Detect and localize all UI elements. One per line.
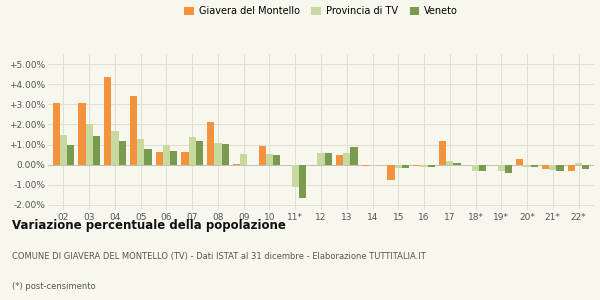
Bar — [523, 165, 530, 167]
Bar — [516, 159, 523, 165]
Bar — [549, 165, 556, 170]
Bar — [145, 148, 152, 165]
Bar — [479, 165, 487, 171]
Bar — [170, 151, 177, 165]
Bar — [79, 103, 86, 165]
Bar — [292, 165, 299, 187]
Text: (*) post-censimento: (*) post-censimento — [12, 282, 95, 291]
Bar — [530, 165, 538, 167]
Bar — [214, 142, 221, 165]
Bar — [119, 141, 126, 165]
Bar — [428, 165, 435, 167]
Text: COMUNE DI GIAVERA DEL MONTELLO (TV) - Dati ISTAT al 31 dicembre - Elaborazione T: COMUNE DI GIAVERA DEL MONTELLO (TV) - Da… — [12, 252, 426, 261]
Bar — [163, 145, 170, 165]
Bar — [362, 165, 369, 166]
Bar — [104, 77, 112, 165]
Bar — [395, 165, 402, 168]
Bar — [207, 122, 214, 165]
Bar — [413, 165, 421, 166]
Bar — [325, 153, 332, 165]
Bar — [336, 154, 343, 165]
Bar — [240, 154, 247, 165]
Bar — [568, 165, 575, 171]
Bar — [93, 136, 100, 165]
Bar — [350, 147, 358, 165]
Bar — [60, 134, 67, 165]
Bar — [454, 163, 461, 165]
Bar — [446, 161, 454, 165]
Bar — [556, 165, 563, 171]
Bar — [299, 165, 306, 198]
Bar — [112, 131, 119, 165]
Bar — [233, 164, 240, 165]
Bar — [259, 146, 266, 165]
Bar — [67, 145, 74, 165]
Bar — [221, 144, 229, 165]
Bar — [343, 153, 350, 165]
Bar — [402, 165, 409, 168]
Bar — [86, 124, 93, 165]
Bar — [188, 136, 196, 165]
Bar — [439, 141, 446, 165]
Bar — [388, 165, 395, 180]
Bar — [575, 163, 582, 165]
Bar — [53, 103, 60, 165]
Bar — [421, 165, 428, 167]
Bar — [369, 165, 376, 166]
Bar — [273, 154, 280, 165]
Bar — [505, 165, 512, 173]
Bar — [137, 139, 145, 165]
Bar — [582, 165, 589, 169]
Bar — [196, 141, 203, 165]
Bar — [181, 152, 188, 165]
Bar — [542, 165, 549, 169]
Bar — [155, 152, 163, 165]
Bar — [317, 153, 325, 165]
Bar — [472, 165, 479, 171]
Text: Variazione percentuale della popolazione: Variazione percentuale della popolazione — [12, 219, 286, 232]
Bar — [266, 154, 273, 165]
Legend: Giavera del Montello, Provincia di TV, Veneto: Giavera del Montello, Provincia di TV, V… — [182, 4, 460, 18]
Bar — [130, 96, 137, 165]
Bar — [497, 165, 505, 171]
